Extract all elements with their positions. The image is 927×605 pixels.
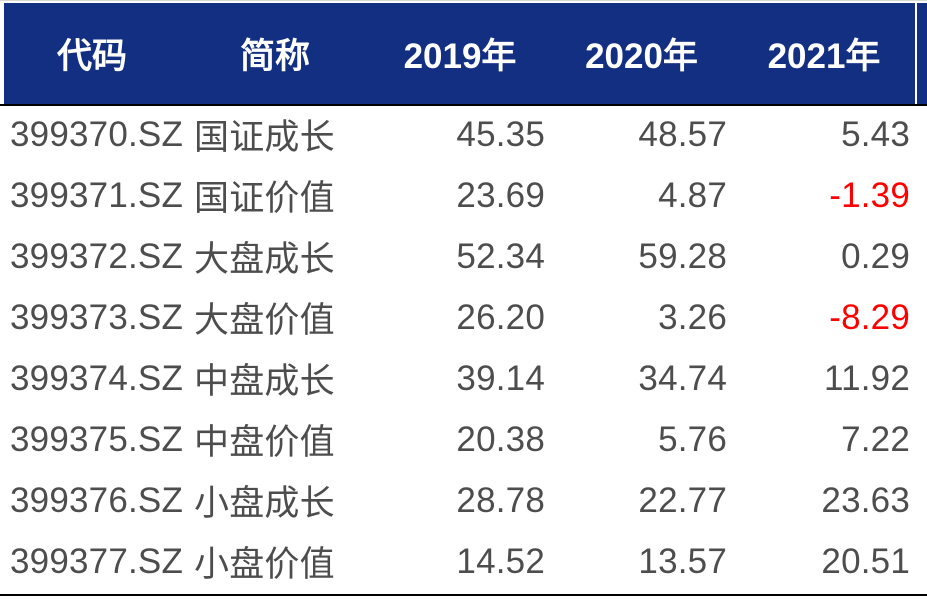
value-2019-cell: 52.34 bbox=[456, 236, 545, 276]
value-2020-cell: 5.76 bbox=[658, 419, 727, 459]
name-cell: 中盘价值 bbox=[194, 423, 335, 462]
table-row: 399370.SZ 国证成长 45.35 48.57 5.43 bbox=[4, 104, 915, 165]
name-cell: 中盘成长 bbox=[194, 362, 335, 401]
name-cell: 国证价值 bbox=[194, 179, 335, 218]
name-cell: 小盘价值 bbox=[194, 545, 335, 584]
value-2020-cell: 22.77 bbox=[638, 480, 727, 520]
value-2019-cell: 39.14 bbox=[456, 358, 545, 398]
value-2020-cell: 3.26 bbox=[658, 297, 727, 337]
name-cell: 国证成长 bbox=[194, 118, 335, 157]
name-cell: 小盘成长 bbox=[194, 484, 335, 523]
table-row: 399374.SZ 中盘成长 39.14 34.74 11.92 bbox=[4, 348, 915, 409]
code-cell: 399375.SZ bbox=[10, 419, 184, 459]
value-2019-cell: 23.69 bbox=[456, 175, 545, 215]
table-row: 399372.SZ 大盘成长 52.34 59.28 0.29 bbox=[4, 226, 915, 287]
col-header-2020: 2020年 bbox=[550, 3, 733, 104]
header-row: 代码 简称 2019年 2020年 2021年 bbox=[4, 3, 915, 104]
index-returns-table: 代码 简称 2019年 2020年 2021年 399370.SZ 国证成长 4… bbox=[4, 3, 915, 592]
value-2020-cell: 59.28 bbox=[638, 236, 727, 276]
table-row: 399377.SZ 小盘价值 14.52 13.57 20.51 bbox=[4, 531, 915, 592]
table-row: 399375.SZ 中盘价值 20.38 5.76 7.22 bbox=[4, 409, 915, 470]
code-cell: 399370.SZ bbox=[10, 114, 184, 154]
value-2021-cell: 7.22 bbox=[841, 419, 910, 459]
value-2021-cell: 11.92 bbox=[824, 358, 910, 398]
value-2021-cell: 5.43 bbox=[841, 114, 910, 154]
code-cell: 399377.SZ bbox=[10, 541, 184, 581]
value-2020-cell: 4.87 bbox=[658, 175, 727, 215]
code-cell: 399373.SZ bbox=[10, 297, 184, 337]
value-2021-cell: -8.29 bbox=[829, 297, 910, 337]
value-2019-cell: 20.38 bbox=[456, 419, 545, 459]
name-cell: 大盘成长 bbox=[194, 240, 335, 279]
value-2020-cell: 34.74 bbox=[638, 358, 727, 398]
value-2019-cell: 26.20 bbox=[456, 297, 545, 337]
col-header-name: 简称 bbox=[180, 3, 370, 104]
name-cell: 大盘价值 bbox=[194, 301, 335, 340]
value-2019-cell: 14.52 bbox=[456, 541, 545, 581]
top-hairline bbox=[0, 0, 927, 1]
header-right-sliver bbox=[917, 3, 927, 104]
value-2021-cell: 23.63 bbox=[821, 480, 910, 520]
value-2021-cell: 0.29 bbox=[841, 236, 910, 276]
col-header-code: 代码 bbox=[4, 3, 180, 104]
value-2019-cell: 28.78 bbox=[456, 480, 545, 520]
header-divider-line bbox=[0, 104, 927, 106]
value-2020-cell: 13.57 bbox=[638, 541, 727, 581]
table-row: 399376.SZ 小盘成长 28.78 22.77 23.63 bbox=[4, 470, 915, 531]
value-2021-cell: 20.51 bbox=[821, 541, 910, 581]
value-2020-cell: 48.57 bbox=[638, 114, 727, 154]
table-bottom-border bbox=[0, 594, 927, 596]
col-header-2019: 2019年 bbox=[370, 3, 550, 104]
col-header-2021: 2021年 bbox=[733, 3, 915, 104]
code-cell: 399372.SZ bbox=[10, 236, 184, 276]
value-2021-cell: -1.39 bbox=[829, 175, 910, 215]
value-2019-cell: 45.35 bbox=[456, 114, 545, 154]
code-cell: 399374.SZ bbox=[10, 358, 184, 398]
code-cell: 399376.SZ bbox=[10, 480, 184, 520]
table-row: 399371.SZ 国证价值 23.69 4.87 -1.39 bbox=[4, 165, 915, 226]
code-cell: 399371.SZ bbox=[10, 175, 184, 215]
table-row: 399373.SZ 大盘价值 26.20 3.26 -8.29 bbox=[4, 287, 915, 348]
